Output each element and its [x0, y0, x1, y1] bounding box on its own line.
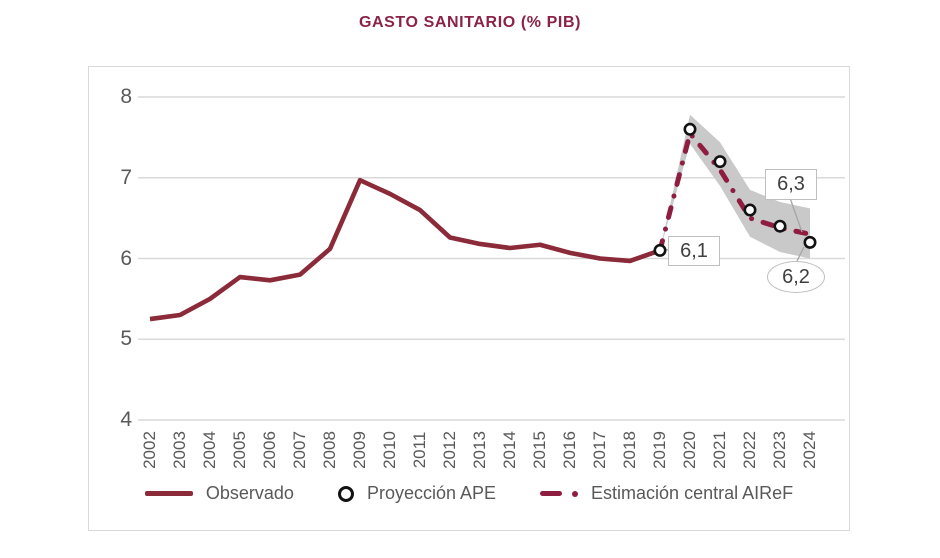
legend-label-proyeccion-ape: Proyección APE [366, 483, 497, 503]
x-tick-label: 2020 [680, 431, 699, 469]
x-tick-label: 2004 [200, 431, 219, 469]
x-tick-label: 2016 [560, 431, 579, 469]
x-tick-label: 2010 [380, 431, 399, 469]
x-tick-label: 2024 [800, 431, 819, 469]
uncertainty-band [660, 114, 810, 259]
annotation-2019-value: 6,1 [668, 236, 720, 266]
x-tick-label: 2022 [740, 431, 759, 469]
y-tick-label: 6 [120, 246, 132, 270]
annotation-2019-text: 6,1 [680, 239, 708, 262]
observed-line-swatch-icon [144, 491, 193, 496]
ape-point [713, 155, 727, 169]
x-tick-label: 2002 [140, 431, 159, 469]
x-tick-label: 2008 [320, 431, 339, 469]
annotation-ape-2024-value: 6,2 [767, 261, 825, 293]
ape-point [743, 203, 757, 217]
ape-point [773, 219, 787, 233]
legend-label-observado: Observado [205, 483, 294, 503]
annotation-ape-2024-text: 6,2 [782, 265, 810, 288]
x-tick-label: 2005 [230, 431, 249, 469]
annotation-leader-line [796, 246, 805, 262]
observed-line [149, 177, 661, 322]
x-tick-label: 2014 [500, 431, 519, 469]
y-tick-label: 8 [120, 85, 132, 108]
x-tick-label: 2013 [470, 431, 489, 469]
x-tick-label: 2018 [620, 431, 639, 469]
legend-item-estimacion-airef: Estimación central AIReF [540, 483, 793, 504]
x-tick-label: 2009 [350, 431, 369, 469]
x-tick-label: 2003 [170, 431, 189, 469]
x-tick-label: 2021 [710, 431, 729, 469]
y-tick-label: 4 [120, 408, 132, 431]
x-tick-label: 2015 [530, 431, 549, 469]
x-tick-label: 2006 [260, 431, 279, 469]
legend-item-proyeccion-ape: Proyección APE [337, 483, 497, 504]
x-tick-label: 2017 [590, 431, 609, 469]
x-tick-label: 2019 [650, 431, 669, 469]
x-tick-label: 2011 [410, 431, 429, 469]
annotation-leader-line [789, 197, 803, 233]
annotation-airef-2024-value: 6,3 [765, 169, 817, 200]
y-tick-label: 5 [120, 327, 132, 351]
x-tick-label: 2007 [290, 431, 309, 469]
airef-dash-dot-swatch-icon [540, 490, 579, 497]
legend-label-estimacion-airef: Estimación central AIReF [591, 483, 794, 503]
ape-point [803, 235, 817, 249]
legend: Observado Proyección APE Estimación cent… [88, 483, 850, 504]
ape-marker-swatch-icon [337, 485, 354, 502]
y-tick-label: 7 [120, 165, 132, 189]
legend-item-observado: Observado [144, 483, 294, 504]
ape-point [653, 243, 667, 257]
x-tick-label: 2023 [770, 431, 789, 469]
ape-point [683, 122, 697, 136]
annotation-airef-2024-text: 6,3 [777, 173, 805, 195]
chart-frame [88, 66, 850, 531]
chart-title: GASTO SANITARIO (% PIB) [358, 14, 582, 31]
x-tick-label: 2012 [440, 431, 459, 469]
